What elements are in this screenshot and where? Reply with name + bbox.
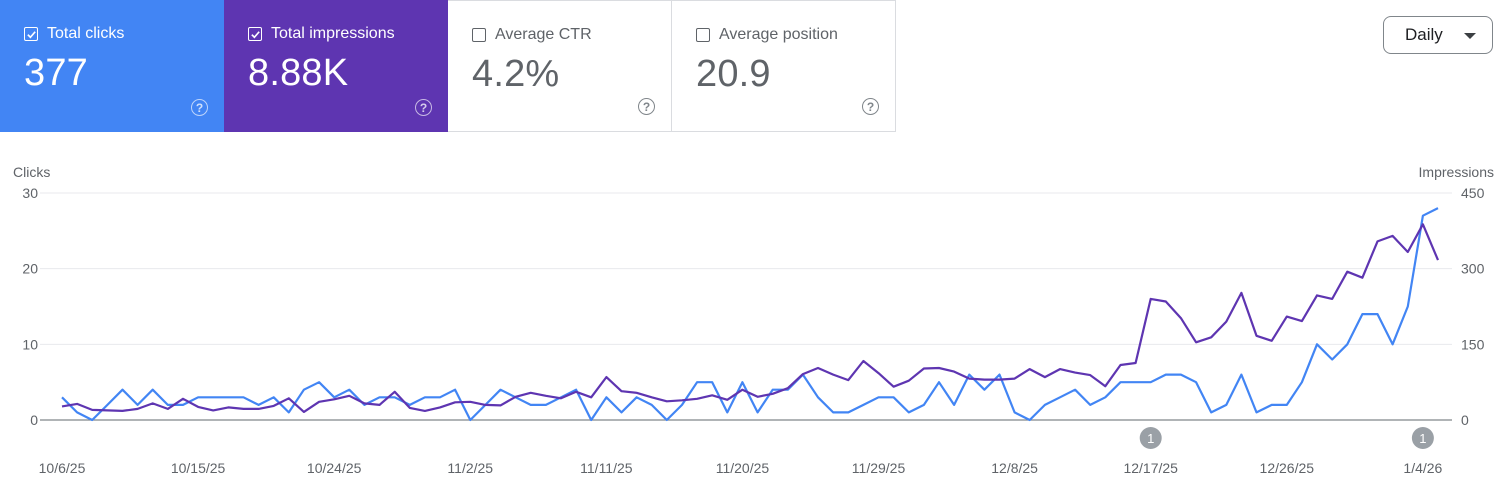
annotation-label: 1 [1147, 431, 1154, 446]
x-tick-label: 11/2/25 [447, 460, 493, 476]
y-left-tick-label: 20 [22, 261, 38, 277]
y-left-tick-label: 0 [30, 412, 38, 428]
metric-cards: Total clicks 377 ? Total impressions 8.8… [0, 0, 896, 132]
x-tick-label: 11/20/25 [716, 460, 770, 476]
x-tick-label: 1/4/26 [1403, 460, 1442, 476]
average-position-card[interactable]: Average position 20.9 ? [672, 0, 896, 132]
metric-label: Total impressions [271, 25, 395, 42]
clicks-series-line [61, 207, 1439, 422]
x-tick-label: 11/11/25 [580, 460, 633, 476]
y-right-tick-label: 150 [1461, 336, 1485, 352]
metric-value: 20.9 [696, 53, 771, 95]
metric-label: Average position [719, 26, 838, 43]
x-tick-label: 10/15/25 [171, 460, 226, 476]
x-tick-label: 12/17/25 [1123, 460, 1178, 476]
impressions-series-line [61, 223, 1440, 413]
y-right-tick-label: 0 [1461, 412, 1469, 428]
help-icon[interactable]: ? [862, 98, 879, 115]
period-dropdown-label: Daily [1405, 25, 1443, 44]
y-left-axis-label: Clicks [13, 164, 50, 180]
card-header: Total clicks [24, 24, 224, 44]
help-icon[interactable]: ? [191, 99, 208, 116]
help-icon[interactable]: ? [415, 99, 432, 116]
checkbox-checked-icon[interactable] [24, 27, 38, 41]
x-tick-label: 12/8/25 [991, 460, 1038, 476]
x-tick-label: 10/6/25 [39, 460, 86, 476]
help-icon[interactable]: ? [638, 98, 655, 115]
average-ctr-card[interactable]: Average CTR 4.2% ? [448, 0, 672, 132]
caret-down-icon [1464, 33, 1476, 39]
y-right-axis-label: Impressions [1419, 164, 1494, 180]
metric-label: Average CTR [495, 26, 592, 43]
metric-value: 8.88K [248, 52, 349, 94]
checkbox-checked-icon[interactable] [248, 27, 262, 41]
card-header: Average position [696, 25, 895, 45]
total-impressions-card[interactable]: Total impressions 8.88K ? [224, 0, 448, 132]
card-header: Average CTR [472, 25, 671, 45]
y-right-tick-label: 300 [1461, 261, 1485, 277]
x-tick-label: 11/29/25 [852, 460, 906, 476]
y-right-tick-label: 450 [1461, 185, 1485, 201]
checkbox-unchecked-icon[interactable] [696, 28, 710, 42]
period-dropdown[interactable]: Daily [1383, 16, 1493, 54]
metric-value: 4.2% [472, 53, 560, 95]
annotation-marker [1139, 427, 1162, 449]
metric-value: 377 [24, 52, 89, 94]
card-header: Total impressions [248, 24, 448, 44]
annotation-marker [1411, 427, 1434, 449]
checkbox-unchecked-icon[interactable] [472, 28, 486, 42]
annotation-label: 1 [1419, 431, 1426, 446]
y-left-tick-label: 10 [22, 336, 38, 352]
total-clicks-card[interactable]: Total clicks 377 ? [0, 0, 224, 132]
x-tick-label: 10/24/25 [307, 460, 362, 476]
metric-label: Total clicks [47, 25, 125, 42]
y-left-tick-label: 30 [22, 185, 38, 201]
x-tick-label: 12/26/25 [1260, 460, 1315, 476]
